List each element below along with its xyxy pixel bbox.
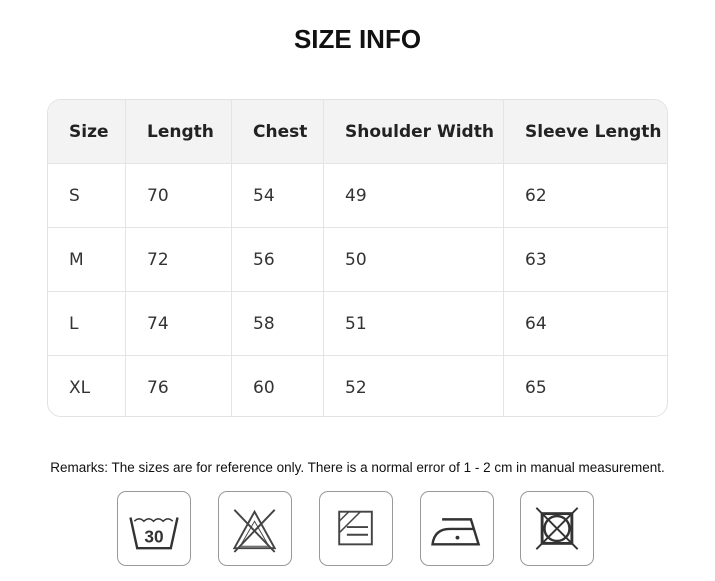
line-dry-in-shade-icon xyxy=(319,491,393,566)
header-sleeve-length: Sleeve Length xyxy=(503,100,667,164)
cell-chest: 56 xyxy=(231,227,324,292)
cell-length: 74 xyxy=(125,291,232,356)
cell-size: M xyxy=(48,227,126,292)
table-row: XL 76 60 52 65 xyxy=(48,355,667,416)
header-shoulder-width: Shoulder Width xyxy=(323,100,504,164)
cell-length: 76 xyxy=(125,355,232,416)
do-not-bleach-icon xyxy=(218,491,292,566)
size-table: Size Length Chest Shoulder Width Sleeve … xyxy=(47,99,668,417)
cell-size: S xyxy=(48,163,126,228)
page-title: SIZE INFO xyxy=(293,24,422,54)
cell-size: XL xyxy=(48,355,126,416)
table-header-row: Size Length Chest Shoulder Width Sleeve … xyxy=(48,100,667,164)
cell-chest: 54 xyxy=(231,163,324,228)
header-length: Length xyxy=(125,100,232,164)
cell-chest: 58 xyxy=(231,291,324,356)
header-size: Size xyxy=(48,100,126,164)
cell-sleeve-length: 65 xyxy=(525,377,547,398)
wash-30-icon: 30 xyxy=(117,491,191,566)
cell-shoulder-width: 50 xyxy=(323,227,504,292)
table-row: M 72 56 50 63 xyxy=(48,227,667,292)
remarks-text: Remarks: The sizes are for reference onl… xyxy=(50,460,665,475)
header-chest: Chest xyxy=(231,100,324,164)
cell-sleeve-length: 62 xyxy=(503,163,667,228)
cell-size: L xyxy=(48,291,126,356)
cell-shoulder-width: 49 xyxy=(323,163,504,228)
cell-length: 72 xyxy=(125,227,232,292)
cell-shoulder-width: 51 xyxy=(323,291,504,356)
cell-length: 70 xyxy=(125,163,232,228)
svg-text:30: 30 xyxy=(144,526,163,546)
cell-sleeve-length: 63 xyxy=(503,227,667,292)
do-not-tumble-dry-icon xyxy=(520,491,594,566)
table-row: S 70 54 49 62 xyxy=(48,163,667,228)
cell-shoulder-width: 52 xyxy=(323,355,504,416)
cell-sleeve-length: 64 xyxy=(503,291,667,356)
table-row: L 74 58 51 64 xyxy=(48,291,667,356)
cell-chest: 60 xyxy=(231,355,324,416)
iron-low-heat-icon xyxy=(420,491,494,566)
